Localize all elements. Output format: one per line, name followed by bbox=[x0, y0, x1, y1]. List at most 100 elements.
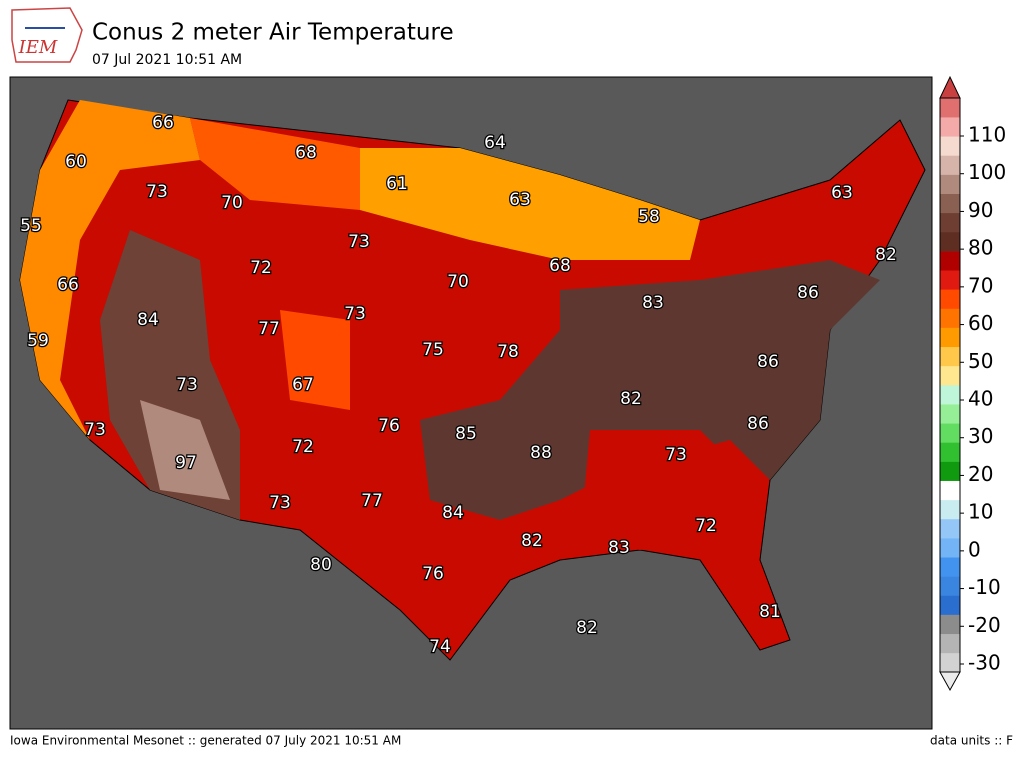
colorbar-bin bbox=[940, 251, 960, 271]
map bbox=[9, 76, 933, 730]
colorbar: -30 -20 -10 0 10 20 30 40 50 60 70 80 90 100 110 bbox=[939, 75, 1006, 692]
station-label: 77 bbox=[361, 491, 383, 511]
colorbar-bin bbox=[940, 461, 960, 481]
colorbar-bin bbox=[940, 98, 960, 118]
station-label: 72 bbox=[250, 258, 272, 278]
station-label: 97 bbox=[175, 453, 197, 473]
station-label: 55 bbox=[20, 216, 42, 236]
station-label: 83 bbox=[608, 538, 630, 558]
colorbar-bin bbox=[940, 576, 960, 596]
colorbar-label: 100 bbox=[968, 160, 1006, 184]
colorbar-label: 60 bbox=[968, 311, 993, 335]
colorbar-frame bbox=[939, 97, 961, 673]
station-label: 80 bbox=[310, 555, 332, 575]
colorbar-bin bbox=[940, 652, 960, 673]
station-label: 73 bbox=[269, 493, 291, 513]
station-label: 73 bbox=[665, 445, 687, 465]
station-label: 73 bbox=[176, 375, 198, 395]
station-label: 68 bbox=[549, 256, 571, 276]
colorbar-bin bbox=[940, 442, 960, 462]
logo: IEM bbox=[11, 7, 83, 63]
station-label: 74 bbox=[429, 637, 451, 657]
station-label: 81 bbox=[759, 602, 781, 622]
colorbar-bin bbox=[940, 499, 960, 520]
colorbar-bin bbox=[940, 327, 960, 348]
colorbar-label: 10 bbox=[968, 500, 993, 524]
colorbar-bin bbox=[940, 270, 960, 290]
colorbar-bin bbox=[940, 346, 960, 367]
colorbar-label: 50 bbox=[968, 349, 993, 373]
footer-right: data units :: F bbox=[930, 734, 1013, 748]
colorbar-bin bbox=[940, 423, 960, 443]
station-label: 76 bbox=[422, 564, 444, 584]
station-label: 64 bbox=[484, 133, 506, 153]
colorbar-label: 40 bbox=[968, 387, 993, 411]
colorbar-end bbox=[939, 75, 961, 99]
station-label: 83 bbox=[642, 293, 664, 313]
footer-left: Iowa Environmental Mesonet :: generated … bbox=[10, 734, 401, 748]
station-label: 61 bbox=[386, 174, 408, 194]
colorbar-bin bbox=[940, 614, 960, 635]
station-label: 86 bbox=[747, 414, 769, 434]
station-label: 82 bbox=[875, 245, 897, 265]
colorbar-bin bbox=[940, 557, 960, 577]
station-label: 73 bbox=[344, 304, 366, 324]
station-label: 60 bbox=[65, 152, 87, 172]
colorbar-end bbox=[939, 671, 961, 692]
station-label: 77 bbox=[258, 319, 280, 339]
station-label: 72 bbox=[292, 437, 314, 457]
title: Conus 2 meter Air Temperature bbox=[92, 20, 454, 46]
colorbar-bin bbox=[940, 117, 960, 137]
station-label: 66 bbox=[57, 275, 79, 295]
station-label: 84 bbox=[137, 310, 159, 330]
station-label: 67 bbox=[292, 375, 314, 395]
colorbar-bin bbox=[940, 480, 960, 501]
station-label: 82 bbox=[576, 618, 598, 638]
logo-text: IEM bbox=[18, 37, 58, 58]
colorbar-bin bbox=[940, 633, 960, 654]
station-label: 88 bbox=[530, 443, 552, 463]
colorbar-bin bbox=[940, 404, 960, 424]
subtitle: 07 Jul 2021 10:51 AM bbox=[92, 52, 242, 68]
colorbar-bin bbox=[940, 289, 960, 309]
colorbar-label: -10 bbox=[968, 575, 1001, 599]
colorbar-label: 0 bbox=[968, 537, 981, 561]
station-label: 86 bbox=[797, 283, 819, 303]
station-label: 75 bbox=[422, 340, 444, 360]
colorbar-label: -20 bbox=[968, 613, 1001, 637]
station-label: 63 bbox=[509, 190, 531, 210]
colorbar-bin bbox=[940, 538, 960, 558]
colorbar-bin bbox=[940, 212, 960, 233]
colorbar-bin bbox=[940, 385, 960, 405]
colorbar-bin bbox=[940, 518, 960, 539]
station-label: 68 bbox=[295, 143, 317, 163]
station-label: 85 bbox=[455, 424, 477, 444]
colorbar-bin bbox=[940, 231, 960, 252]
station-label: 70 bbox=[447, 272, 469, 292]
station-label: 82 bbox=[620, 389, 642, 409]
colorbar-label: 20 bbox=[968, 462, 993, 486]
station-label: 72 bbox=[695, 516, 717, 536]
colorbar-label: 90 bbox=[968, 198, 993, 222]
station-label: 73 bbox=[84, 420, 106, 440]
station-label: 63 bbox=[831, 183, 853, 203]
colorbar-label: 70 bbox=[968, 273, 993, 297]
colorbar-bin bbox=[940, 174, 960, 194]
station-label: 76 bbox=[378, 416, 400, 436]
colorbar-bin bbox=[940, 193, 960, 214]
colorbar-bin bbox=[940, 136, 960, 156]
station-label: 59 bbox=[27, 331, 49, 351]
colorbar-label: 30 bbox=[968, 424, 993, 448]
station-label: 84 bbox=[442, 503, 464, 523]
colorbar-label: -30 bbox=[968, 651, 1001, 675]
station-labels: 66 68 64 60 73 70 61 63 58 63 55 73 72 68 82 66 70 86 83 84… bbox=[19, 112, 898, 659]
colorbar-label: 80 bbox=[968, 236, 993, 260]
station-label: 70 bbox=[221, 193, 243, 213]
station-label: 78 bbox=[497, 342, 519, 362]
colorbar-bin bbox=[940, 595, 960, 615]
station-label: 73 bbox=[348, 232, 370, 252]
station-label: 86 bbox=[757, 352, 779, 372]
colorbar-label: 110 bbox=[968, 123, 1006, 147]
station-label: 58 bbox=[638, 207, 660, 227]
